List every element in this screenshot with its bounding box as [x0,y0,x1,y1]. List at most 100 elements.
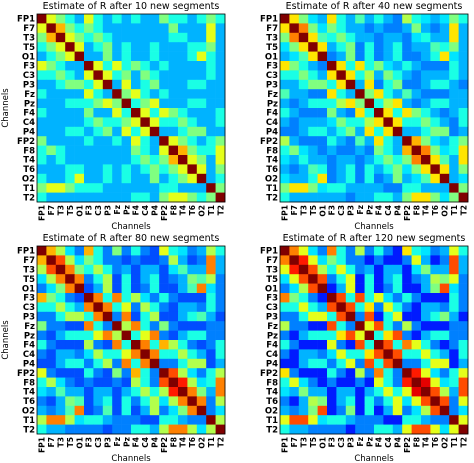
heatmap-cell [112,173,122,184]
heatmap-cell [65,396,75,407]
heatmap-cell [345,274,356,284]
x-tick-label: T2 [459,205,468,215]
heatmap-cell [121,117,132,128]
heatmap-cell [65,23,75,34]
heatmap-cell [74,340,85,350]
heatmap-cell [159,368,169,378]
heatmap-cell [355,51,365,62]
heatmap-cell [206,255,216,266]
heatmap-cell [131,136,141,146]
heatmap-cell [102,23,113,34]
heatmap-cell [392,377,403,388]
heatmap-cell [140,274,151,284]
heatmap-cell [327,387,337,397]
heatmap-cell [121,321,132,331]
heatmap-cell [178,246,188,256]
heatmap-cell [84,136,94,146]
heatmap-cell [84,42,94,52]
y-tick-label: T6 [23,165,35,175]
heatmap-cell [449,173,459,184]
heatmap-cell [46,358,57,369]
heatmap-cell [55,330,66,341]
heatmap-cell [187,424,198,435]
heatmap-cell [112,32,122,43]
heatmap-cell [140,349,151,360]
heatmap-cell [280,14,290,24]
heatmap-cell [392,415,403,425]
heatmap-cell [449,274,459,284]
heatmap-cell [317,321,328,331]
heatmap-cell [84,89,94,99]
heatmap-cell [383,42,394,52]
y-tick-label: FP1 [17,247,35,257]
heatmap-cell [364,145,375,156]
heatmap-cell [187,358,198,369]
heatmap-cell [355,61,365,71]
heatmap-panel-4: Estimate of R after 120 new segmentsFP1F… [260,233,469,463]
heatmap-cell [121,145,132,156]
heatmap-cell [121,14,132,24]
heatmap-cell [84,405,94,416]
heatmap-cell [327,32,337,43]
heatmap-cell [168,415,179,425]
y-tick-label: FP1 [17,15,35,25]
heatmap-cell [439,183,450,193]
heatmap-cell [196,23,207,34]
heatmap-cell [449,108,459,118]
heatmap-cell [458,340,469,350]
heatmap-cell [178,255,188,266]
heatmap-cell [93,155,104,165]
heatmap-cell [364,387,375,397]
heatmap-cell [430,358,441,369]
heatmap-cell [298,405,309,416]
heatmap-cell [374,302,384,313]
heatmap-cell [37,155,47,165]
heatmap-cell [74,302,85,313]
heatmap-cell [430,405,441,416]
x-tick-label: T5 [309,437,318,447]
heatmap-cell [402,108,412,118]
heatmap-cell [121,246,132,256]
x-tick-label: O2 [441,205,450,217]
heatmap-cell [298,14,309,24]
heatmap-cell [215,330,226,341]
heatmap-cell [112,349,122,360]
heatmap-cell [206,396,216,407]
heatmap-cell [364,321,375,331]
heatmap-cell [131,358,141,369]
heatmap-cell [355,293,365,303]
heatmap-cell [55,192,66,203]
heatmap-cell [327,396,337,407]
heatmap-cell [402,192,412,203]
heatmap-cell [206,192,216,203]
heatmap-cell [411,14,422,24]
heatmap-cell [55,89,66,99]
heatmap-cell [449,32,459,43]
heatmap-cell [449,283,459,294]
heatmap-cell [308,349,318,360]
heatmap-cell [317,145,328,156]
heatmap-cell [421,23,431,34]
heatmap-cell [392,70,403,81]
heatmap-cell [355,14,365,24]
heatmap-cell [430,293,441,303]
heatmap-cell [178,145,188,156]
heatmap-cell [168,136,179,146]
heatmap-cell [336,192,347,203]
heatmap-cell [206,274,216,284]
heatmap-cell [187,283,198,294]
heatmap-cell [187,183,198,193]
heatmap-cell [402,51,412,62]
heatmap-cell [102,61,113,71]
heatmap-cell [402,42,412,52]
heatmap-cell [430,264,441,275]
heatmap-cell [93,311,104,322]
heatmap-cell [364,377,375,388]
heatmap-cell [411,264,422,275]
heatmap-cell [140,126,151,137]
heatmap-cell [317,424,328,435]
heatmap-cell [84,61,94,71]
heatmap-cell [336,424,347,435]
heatmap-cell [149,340,160,350]
y-tick-label: FP2 [17,137,35,147]
